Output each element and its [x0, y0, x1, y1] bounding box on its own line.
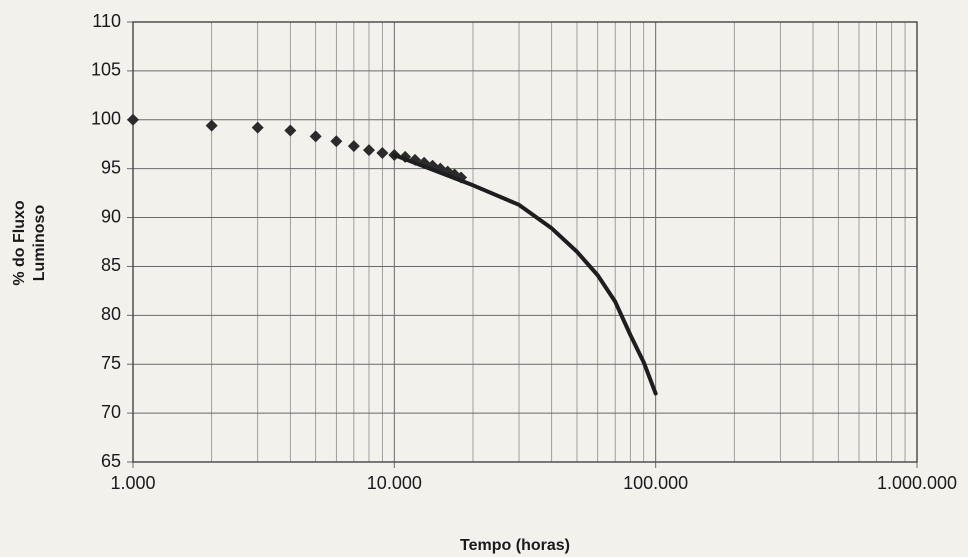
y-tick-label: 70 — [101, 402, 121, 422]
data-line — [392, 152, 658, 396]
plot-border — [132, 21, 918, 463]
x-tick-label: 1.000.000 — [877, 473, 957, 493]
x-axis-title: Tempo (horas) — [460, 537, 570, 554]
x-tick-label: 10.000 — [367, 473, 422, 493]
y-tick-label: 90 — [101, 206, 121, 226]
data-point — [127, 113, 139, 126]
data-point — [330, 135, 343, 148]
data-point — [347, 140, 360, 153]
data-point — [363, 144, 376, 157]
data-point — [251, 121, 264, 134]
y-tick-label: 65 — [101, 451, 121, 471]
y-tick-label: 80 — [101, 304, 121, 324]
x-tick-label: 1.000 — [110, 473, 155, 493]
y-tick-label: 75 — [101, 353, 121, 373]
y-tick-label: 95 — [101, 157, 121, 177]
x-tick-label: 100.000 — [623, 473, 688, 493]
data-point — [205, 119, 218, 132]
y-tick-label: 100 — [91, 109, 121, 129]
y-tick-label: 85 — [101, 255, 121, 275]
y-axis-title: % do Fluxo — [11, 200, 28, 286]
y-axis-title: Luminoso — [31, 205, 48, 282]
y-tick-label: 110 — [92, 11, 121, 31]
y-tick-label: 105 — [91, 60, 121, 80]
data-point — [284, 124, 297, 137]
data-point — [376, 147, 389, 160]
data-point — [309, 130, 322, 143]
